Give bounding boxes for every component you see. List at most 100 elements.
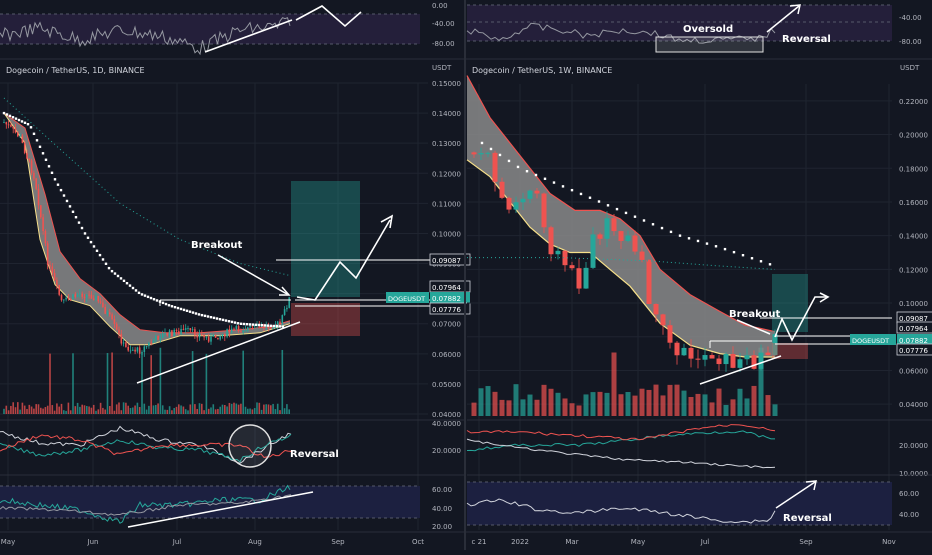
candle <box>221 334 224 336</box>
price-tick-8: 0.07000 <box>432 321 461 329</box>
candle <box>744 355 750 360</box>
ma-dot <box>263 324 267 327</box>
price-tick-2: 0.18000 <box>899 165 928 173</box>
candle <box>168 330 171 336</box>
bot-tick-1: 40.00 <box>899 511 919 519</box>
projection-path-right <box>774 296 827 342</box>
candle <box>157 336 159 340</box>
oversold-box <box>655 36 764 53</box>
candle <box>548 227 554 255</box>
ma-dot <box>11 116 15 119</box>
ma-dot <box>131 286 135 290</box>
volume-bar <box>283 408 286 414</box>
left-grid <box>0 82 428 530</box>
ma-dot <box>759 260 763 263</box>
candle <box>576 268 582 289</box>
left-dotted-ma <box>2 111 285 328</box>
candle <box>253 325 256 327</box>
candle <box>189 328 192 331</box>
ma-dot <box>687 237 691 240</box>
candle <box>118 329 120 334</box>
ma-dot <box>543 177 547 180</box>
volume-bar <box>583 394 589 416</box>
volume-bar <box>129 407 132 414</box>
long-position-profit <box>291 181 360 297</box>
ma-dot <box>236 322 240 325</box>
ma-dot <box>179 307 183 311</box>
candle <box>17 132 19 137</box>
candle <box>127 346 129 351</box>
price-tick-10: 0.05000 <box>432 381 461 389</box>
ma-dot <box>101 258 105 261</box>
candle <box>233 328 235 330</box>
ma-dot <box>215 317 219 320</box>
right-candles <box>471 147 778 372</box>
candle <box>81 293 83 297</box>
candle <box>3 122 5 124</box>
left-mid-line-white <box>0 425 292 464</box>
candle <box>184 328 187 330</box>
price-tick-11: 0.04000 <box>432 411 461 419</box>
volume-bar <box>534 399 540 416</box>
right-top-axis: -40.00 -80.00 <box>899 14 922 46</box>
ma-dot <box>272 324 276 328</box>
right-chart[interactable]: -40.00 -80.00 Oversold Reversal Dogecoin … <box>466 0 932 546</box>
ma-dot <box>170 305 174 308</box>
candle <box>28 158 31 161</box>
top-tick-2: -80.00 <box>432 40 455 48</box>
candle <box>527 190 533 199</box>
volume-bar <box>237 404 240 414</box>
right-mid-line-white <box>466 438 776 469</box>
volume-bar <box>214 409 217 414</box>
volume-bar <box>53 410 56 414</box>
price-tick-9: 0.06000 <box>432 351 461 359</box>
ma-dot <box>50 171 54 174</box>
ma-dot <box>77 221 81 224</box>
ma-dot <box>203 314 207 318</box>
volume-bar <box>152 405 155 414</box>
ma-dot <box>218 318 222 321</box>
candle <box>122 342 125 344</box>
candle <box>534 190 540 194</box>
ma-dot <box>29 126 33 129</box>
ma-dot <box>224 319 228 322</box>
candle <box>37 188 40 206</box>
ma-dot <box>149 296 153 300</box>
marker-box-3 <box>429 302 471 315</box>
candle <box>63 299 65 301</box>
candle <box>191 329 194 331</box>
right-bottom-axis: 60.00 40.00 <box>899 490 919 519</box>
ma-dot <box>221 318 225 322</box>
ma-dot <box>80 226 84 230</box>
ma-dot <box>194 312 198 315</box>
volume-bar <box>74 406 77 414</box>
candle <box>51 266 54 274</box>
volume-bar <box>249 408 251 414</box>
candle <box>134 349 136 352</box>
ma-dot <box>489 147 493 151</box>
candle <box>104 307 106 314</box>
ma-dot <box>107 266 111 270</box>
price-tick-4: 0.11000 <box>432 200 461 208</box>
projection-path-left <box>296 219 391 301</box>
volume-bar <box>235 403 238 414</box>
volume-bar <box>12 402 14 414</box>
ma-dot <box>516 165 520 169</box>
price-tick-1: 0.20000 <box>899 132 928 140</box>
candle <box>251 325 254 327</box>
ma-dot <box>206 315 210 318</box>
volume-bar <box>7 410 10 414</box>
ma-dot <box>65 199 69 203</box>
volume-bar <box>17 402 19 414</box>
trendline-top <box>204 19 293 53</box>
candle <box>555 250 561 255</box>
volume-bar <box>113 410 116 414</box>
right-price-markers: 0.09087 0.07964 DOGEUSDT 0.07882 0.07776 <box>850 311 932 356</box>
right-grid <box>467 84 892 530</box>
ma-dot <box>95 249 99 252</box>
volume-bar <box>115 404 118 414</box>
candle <box>90 294 93 299</box>
